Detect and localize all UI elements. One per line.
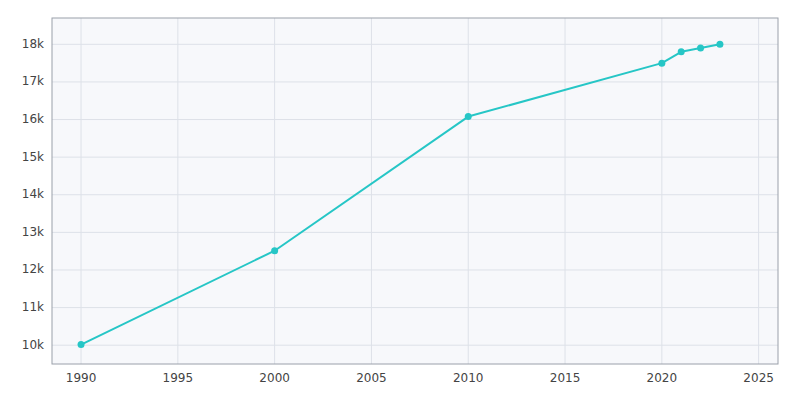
y-tick-label: 12k — [22, 262, 44, 276]
x-grid-line — [371, 18, 372, 364]
x-grid-line — [81, 18, 82, 364]
point — [271, 247, 278, 254]
y-grid-line — [52, 157, 778, 158]
point — [78, 341, 85, 348]
y-grid-line — [52, 232, 778, 233]
y-grid-line — [52, 269, 778, 270]
y-tick-label: 15k — [22, 150, 44, 164]
point — [465, 113, 472, 120]
point — [678, 48, 685, 55]
y-grid-line — [52, 44, 778, 45]
x-tick-label: 1990 — [66, 371, 97, 385]
point — [716, 41, 723, 48]
plot-frame — [52, 18, 778, 364]
y-tick-label: 14k — [22, 187, 44, 201]
line — [81, 44, 720, 344]
x-grid-line — [758, 18, 759, 364]
x-tick-label: 2020 — [647, 371, 678, 385]
x-grid-line — [661, 18, 662, 364]
data — [78, 41, 724, 348]
y-tick-label: 11k — [22, 300, 44, 314]
x-tick-label: 2015 — [550, 371, 581, 385]
y-tick-label: 18k — [22, 37, 44, 51]
point — [697, 45, 704, 52]
x-grid-line — [274, 18, 275, 364]
y-tick-label: 16k — [22, 112, 44, 126]
x-tick-label: 2010 — [453, 371, 484, 385]
y-grid-line — [52, 307, 778, 308]
x-tick-label: 2005 — [356, 371, 387, 385]
x-grid-line — [468, 18, 469, 364]
chart: 10k 11k 12k 13k 14k 15k 16k 17k 18k 1990 1995 2000 2… — [0, 0, 800, 400]
x-grid-line — [177, 18, 178, 364]
x-grid-line — [565, 18, 566, 364]
x-tick-label: 2025 — [743, 371, 774, 385]
y-tick-label: 13k — [22, 225, 44, 239]
y-grid-line — [52, 345, 778, 346]
plot-area — [52, 18, 778, 364]
grid — [52, 18, 778, 364]
y-grid-line — [52, 119, 778, 120]
y-grid-line — [52, 194, 778, 195]
y-tick-label: 10k — [22, 338, 44, 352]
tick-labels: 10k 11k 12k 13k 14k 15k 16k 17k 18k 1990 1995 2000 2… — [22, 37, 774, 385]
x-tick-label: 2000 — [259, 371, 290, 385]
x-tick-label: 1995 — [163, 371, 194, 385]
y-tick-label: 17k — [22, 74, 44, 88]
y-grid-line — [52, 81, 778, 82]
point — [658, 60, 665, 67]
